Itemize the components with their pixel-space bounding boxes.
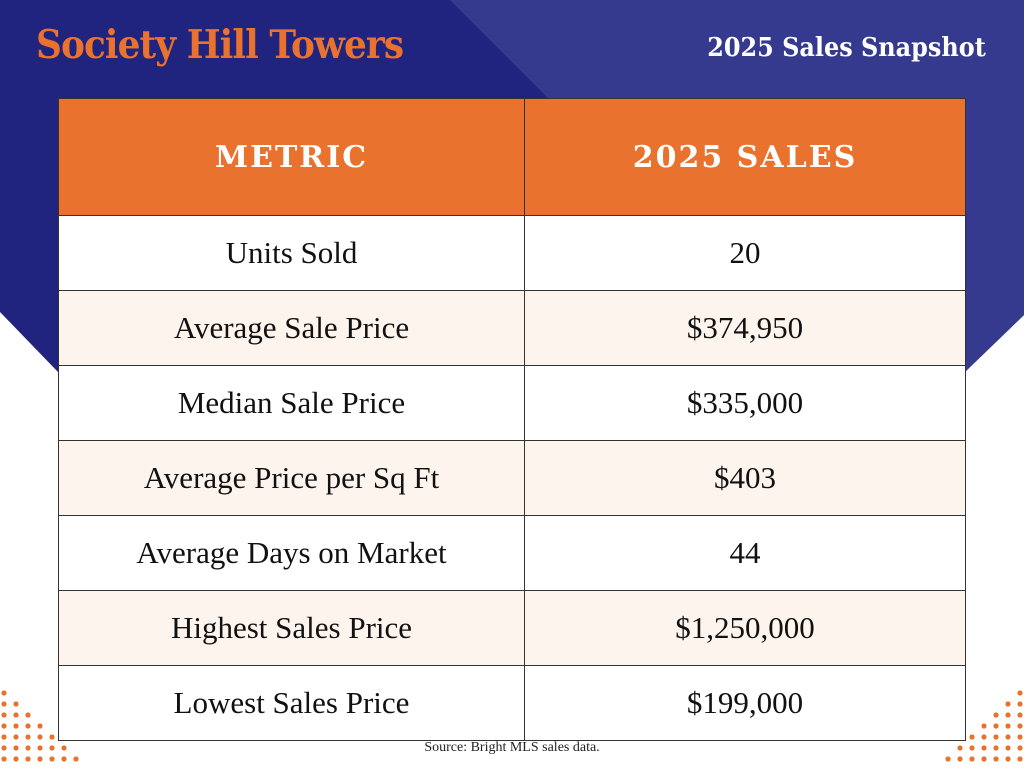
value-cell: 44 [524,515,966,591]
dot [13,745,19,751]
dot-pattern-right [945,690,1023,762]
table-row: Average Days on Market 44 [58,515,966,591]
table-row: Average Price per Sq Ft $403 [58,440,966,516]
dot [49,745,55,751]
metric-cell: Lowest Sales Price [58,665,525,741]
dot [1017,712,1023,718]
dot [1017,734,1023,740]
page-title: Society Hill Towers [36,22,404,68]
dot [13,756,19,762]
dot [49,756,55,762]
dot [969,756,975,762]
dot [1,756,7,762]
page-subtitle: 2025 Sales Snapshot [707,33,986,63]
sales-table: METRIC 2025 SALES Units Sold 20 Average S… [58,98,966,741]
dot [957,745,963,751]
source-note: Source: Bright MLS sales data. [424,740,600,755]
dot [13,712,19,718]
dot [1,723,7,729]
table-row: Average Sale Price $374,950 [58,290,966,366]
metric-cell: Highest Sales Price [58,590,525,666]
dot [1005,723,1011,729]
value-cell: 20 [524,215,966,291]
dot [969,734,975,740]
dot [37,723,43,729]
dot [61,756,67,762]
dot [1017,745,1023,751]
dot [981,723,987,729]
dot [981,734,987,740]
value-cell: $335,000 [524,365,966,441]
dot [993,745,999,751]
dot [969,745,975,751]
dot [1017,756,1023,762]
table-row: Highest Sales Price $1,250,000 [58,590,966,666]
value-cell: $374,950 [524,290,966,366]
dot [1005,701,1011,707]
dot [945,756,951,762]
dot [1005,712,1011,718]
dot [37,756,43,762]
metric-cell: Average Sale Price [58,290,525,366]
dot [49,734,55,740]
metric-cell: Average Price per Sq Ft [58,440,525,516]
value-cell: $199,000 [524,665,966,741]
dot [1,712,7,718]
dot [1005,756,1011,762]
dot [993,723,999,729]
dot [1005,734,1011,740]
table-header-row: METRIC 2025 SALES [58,98,966,216]
dot [25,734,31,740]
table-row: Median Sale Price $335,000 [58,365,966,441]
dot [1017,723,1023,729]
dot [993,712,999,718]
dot [1,701,7,707]
dot [13,723,19,729]
dot [61,745,67,751]
dot [1,690,7,696]
dot [37,745,43,751]
dot [981,745,987,751]
dot [13,734,19,740]
dot [1,734,7,740]
value-cell: $1,250,000 [524,590,966,666]
dot [37,734,43,740]
dot [25,723,31,729]
metric-cell: Average Days on Market [58,515,525,591]
dot [957,756,963,762]
dot [1017,690,1023,696]
column-header-metric: METRIC [58,98,525,216]
column-header-sales: 2025 SALES [524,98,966,216]
dot [1005,745,1011,751]
dot [73,756,79,762]
table-row: Units Sold 20 [58,215,966,291]
dot [1017,701,1023,707]
dot [13,701,19,707]
dot [25,745,31,751]
metric-cell: Units Sold [58,215,525,291]
value-cell: $403 [524,440,966,516]
dot [25,712,31,718]
metric-cell: Median Sale Price [58,365,525,441]
dot [25,756,31,762]
dot [1,745,7,751]
table-row: Lowest Sales Price $199,000 [58,665,966,741]
dot [993,734,999,740]
dot-pattern-left [1,690,79,762]
dot [981,756,987,762]
dot [993,756,999,762]
